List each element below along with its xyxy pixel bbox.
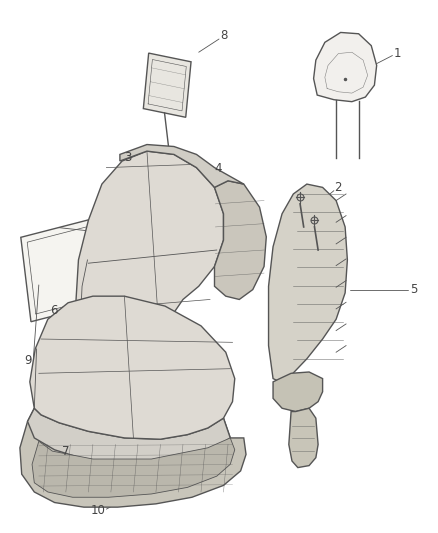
Polygon shape bbox=[314, 33, 377, 102]
Polygon shape bbox=[289, 408, 318, 467]
Polygon shape bbox=[32, 438, 235, 497]
Text: 8: 8 bbox=[221, 29, 228, 42]
Polygon shape bbox=[75, 151, 223, 369]
Text: 6: 6 bbox=[50, 304, 57, 317]
Polygon shape bbox=[143, 53, 191, 117]
Text: 2: 2 bbox=[334, 181, 341, 194]
Polygon shape bbox=[268, 184, 347, 382]
Text: 5: 5 bbox=[410, 283, 417, 296]
Text: 3: 3 bbox=[124, 151, 132, 164]
Polygon shape bbox=[215, 181, 266, 300]
Polygon shape bbox=[20, 408, 246, 507]
Polygon shape bbox=[120, 144, 244, 188]
Polygon shape bbox=[21, 218, 106, 322]
Polygon shape bbox=[273, 372, 323, 411]
Text: 4: 4 bbox=[214, 163, 222, 175]
Polygon shape bbox=[28, 408, 230, 463]
Text: 9: 9 bbox=[24, 353, 32, 367]
Text: 10: 10 bbox=[91, 504, 106, 517]
Polygon shape bbox=[30, 296, 235, 439]
Text: 7: 7 bbox=[62, 445, 70, 458]
Text: 1: 1 bbox=[394, 47, 402, 60]
